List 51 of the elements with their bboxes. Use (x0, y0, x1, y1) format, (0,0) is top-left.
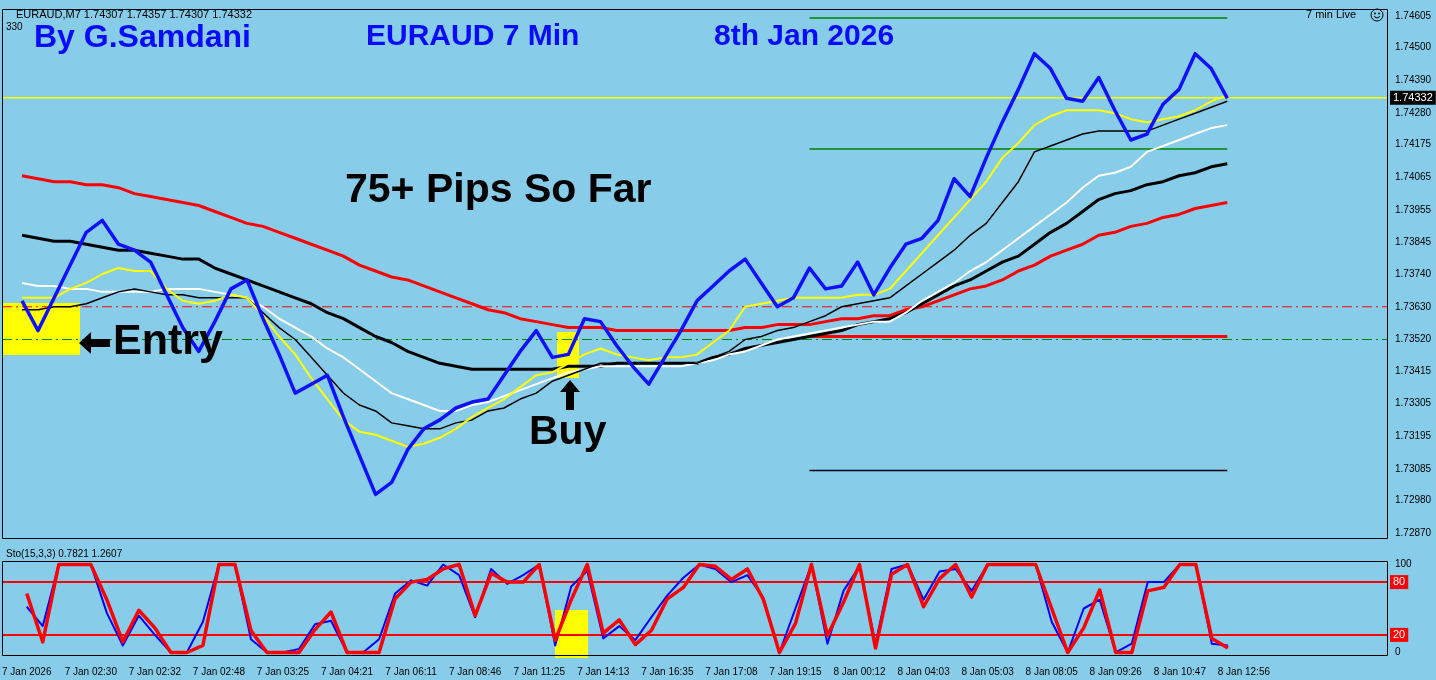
x-tick-label: 7 Jan 16:35 (641, 665, 694, 677)
y-tick-label: 0 (1395, 646, 1401, 658)
y-tick-label: 1.74280 (1395, 106, 1432, 118)
x-tick-label: 7 Jan 14:13 (577, 665, 630, 677)
x-tick-label: 7 Jan 06:11 (385, 665, 438, 677)
x-tick-label: 7 Jan 08:46 (449, 665, 502, 677)
x-tick-label: 7 Jan 2026 (1, 665, 52, 677)
annotation: By G.Samdani (34, 18, 251, 54)
annotation: 330 (6, 21, 23, 32)
x-tick-label: 8 Jan 10:47 (1153, 665, 1207, 677)
y-tick-label: 1.73955 (1395, 203, 1432, 215)
y-tick-label: 1.73845 (1395, 236, 1432, 248)
x-tick-label: 7 Jan 02:30 (64, 665, 118, 677)
chart-title: EURAUD 7 Min (366, 18, 580, 51)
x-tick-label: 8 Jan 09:26 (1089, 665, 1143, 677)
y-tick-label: 1.73085 (1395, 462, 1432, 474)
x-tick-label: 7 Jan 02:32 (128, 665, 182, 677)
y-tick-label: 1.74390 (1395, 74, 1432, 86)
y-tick-label: 1.74065 (1395, 170, 1432, 182)
annotation: 8th Jan 2026 (714, 18, 895, 51)
y-tick-label: 1.73740 (1395, 267, 1432, 279)
x-tick-label: 8 Jan 04:03 (897, 665, 951, 677)
ref-line-label: 20 (1393, 627, 1406, 640)
x-tick-label: 7 Jan 03:25 (256, 665, 310, 677)
y-tick-label: 1.73195 (1395, 430, 1432, 442)
x-tick-label: 7 Jan 19:15 (769, 665, 823, 677)
x-tick-label: 7 Jan 04:21 (320, 665, 374, 677)
y-tick-label: 1.73630 (1395, 300, 1432, 312)
ref-line-label: 80 (1393, 575, 1406, 588)
annotation: EURAUD,M7 1.74307 1.74357 1.74307 1.74332 (16, 8, 253, 20)
x-tick-label: 8 Jan 08:05 (1025, 665, 1079, 677)
y-tick-label: 1.74605 (1395, 10, 1432, 22)
annotation: Buy (529, 407, 607, 453)
x-tick-label: 8 Jan 00:12 (833, 665, 887, 677)
x-tick-label: 8 Jan 12:56 (1217, 665, 1271, 677)
x-tick-label: 8 Jan 05:03 (961, 665, 1015, 677)
x-tick-label: 7 Jan 17:08 (705, 665, 758, 677)
y-tick-label: 1.72980 (1395, 494, 1432, 506)
x-tick-label: 7 Jan 02:48 (192, 665, 246, 677)
y-tick-label: 1.74175 (1395, 138, 1432, 150)
y-tick-label: 1.72870 (1395, 526, 1432, 538)
ref-line-label: 1.74332 (1393, 90, 1433, 103)
y-tick-label: 1.73305 (1395, 397, 1432, 409)
x-tick-label: 7 Jan 11:25 (513, 665, 566, 677)
y-tick-label: 1.73415 (1395, 364, 1432, 376)
text: Sto(15,3,3) 0.7821 1.2607 (6, 548, 123, 559)
annotation: 75+ Pips So Far (345, 165, 652, 211)
y-tick-label: 1.74500 (1395, 41, 1432, 53)
y-tick-label: 1.73520 (1395, 333, 1432, 345)
annotation: 7 min Live (1306, 8, 1357, 20)
y-tick-label: 100 (1395, 558, 1413, 570)
